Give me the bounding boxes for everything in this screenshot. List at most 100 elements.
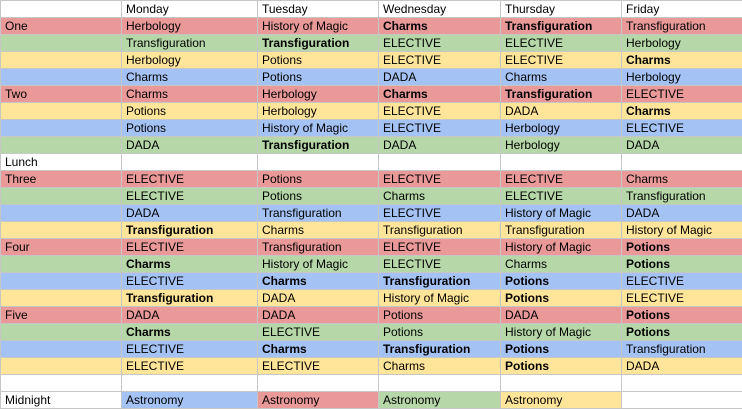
class-cell-friday[interactable]: History of Magic bbox=[621, 221, 742, 239]
class-cell-thursday[interactable]: ELECTIVE bbox=[500, 170, 622, 188]
class-cell-wednesday[interactable]: DADA bbox=[378, 68, 501, 86]
period-label-cell[interactable]: Five bbox=[0, 306, 122, 324]
class-cell-friday[interactable]: Transfiguration bbox=[621, 187, 742, 205]
class-cell-wednesday[interactable]: Charms bbox=[378, 357, 501, 375]
class-cell-tuesday[interactable]: History of Magic bbox=[257, 17, 379, 35]
class-cell-thursday[interactable]: Herbology bbox=[500, 136, 622, 154]
class-cell-monday[interactable]: Charms bbox=[121, 85, 258, 103]
class-cell-friday[interactable]: Herbology bbox=[621, 68, 742, 86]
class-cell-thursday[interactable]: ELECTIVE bbox=[500, 34, 622, 52]
class-cell-thursday[interactable]: History of Magic bbox=[500, 238, 622, 256]
class-cell-thursday[interactable]: ELECTIVE bbox=[500, 51, 622, 69]
class-cell-thursday[interactable] bbox=[500, 153, 622, 171]
period-label-cell[interactable]: Four bbox=[0, 238, 122, 256]
class-cell-friday[interactable]: Potions bbox=[621, 306, 742, 324]
class-cell-tuesday[interactable]: Transfiguration bbox=[257, 238, 379, 256]
period-label-cell[interactable]: Three bbox=[0, 170, 122, 188]
class-cell-tuesday[interactable]: Transfiguration bbox=[257, 34, 379, 52]
class-cell-wednesday[interactable]: Transfiguration bbox=[378, 340, 501, 358]
class-cell-tuesday[interactable]: Charms bbox=[257, 340, 379, 358]
header-wednesday[interactable]: Wednesday bbox=[378, 0, 501, 18]
class-cell-thursday[interactable]: Potions bbox=[500, 340, 622, 358]
class-cell-tuesday[interactable]: DADA bbox=[257, 289, 379, 307]
class-cell-monday[interactable]: Charms bbox=[121, 323, 258, 341]
class-cell-friday[interactable] bbox=[621, 153, 742, 171]
class-cell-monday[interactable]: DADA bbox=[121, 136, 258, 154]
period-label-cell[interactable]: Midnight bbox=[0, 391, 122, 409]
class-cell-wednesday[interactable]: Astronomy bbox=[378, 391, 501, 409]
class-cell-tuesday[interactable]: Herbology bbox=[257, 85, 379, 103]
class-cell-thursday[interactable]: Transfiguration bbox=[500, 17, 622, 35]
class-cell-tuesday[interactable]: ELECTIVE bbox=[257, 323, 379, 341]
class-cell-wednesday[interactable]: Charms bbox=[378, 85, 501, 103]
header-friday[interactable]: Friday bbox=[621, 0, 742, 18]
class-cell-thursday[interactable]: DADA bbox=[500, 306, 622, 324]
period-label-cell[interactable] bbox=[0, 34, 122, 52]
class-cell-friday[interactable]: Charms bbox=[621, 170, 742, 188]
class-cell-wednesday[interactable]: Charms bbox=[378, 187, 501, 205]
class-cell-tuesday[interactable]: Potions bbox=[257, 51, 379, 69]
class-cell-friday[interactable]: Charms bbox=[621, 102, 742, 120]
class-cell-friday[interactable]: ELECTIVE bbox=[621, 85, 742, 103]
class-cell-thursday[interactable]: Potions bbox=[500, 272, 622, 290]
class-cell-wednesday[interactable]: ELECTIVE bbox=[378, 34, 501, 52]
period-label-cell[interactable]: Two bbox=[0, 85, 122, 103]
class-cell-monday[interactable]: Herbology bbox=[121, 51, 258, 69]
class-cell-tuesday[interactable]: ELECTIVE bbox=[257, 357, 379, 375]
class-cell-friday[interactable]: Potions bbox=[621, 323, 742, 341]
period-label-cell[interactable] bbox=[0, 323, 122, 341]
class-cell-friday[interactable]: DADA bbox=[621, 357, 742, 375]
period-label-cell[interactable]: One bbox=[0, 17, 122, 35]
class-cell-tuesday[interactable]: Transfiguration bbox=[257, 204, 379, 222]
class-cell-wednesday[interactable]: Transfiguration bbox=[378, 221, 501, 239]
period-label-cell[interactable] bbox=[0, 221, 122, 239]
class-cell-monday[interactable]: ELECTIVE bbox=[121, 272, 258, 290]
class-cell-tuesday[interactable]: Charms bbox=[257, 272, 379, 290]
class-cell-thursday[interactable]: Charms bbox=[500, 68, 622, 86]
class-cell-monday[interactable]: DADA bbox=[121, 306, 258, 324]
class-cell-thursday[interactable]: Potions bbox=[500, 357, 622, 375]
period-label-cell[interactable] bbox=[0, 204, 122, 222]
class-cell-monday[interactable]: Charms bbox=[121, 255, 258, 273]
period-label-cell[interactable] bbox=[0, 102, 122, 120]
class-cell-tuesday[interactable]: Astronomy bbox=[257, 391, 379, 409]
class-cell-monday[interactable] bbox=[121, 374, 258, 392]
header-corner[interactable] bbox=[0, 0, 122, 18]
class-cell-tuesday[interactable] bbox=[257, 374, 379, 392]
class-cell-thursday[interactable] bbox=[500, 374, 622, 392]
class-cell-monday[interactable]: ELECTIVE bbox=[121, 357, 258, 375]
class-cell-tuesday[interactable]: Charms bbox=[257, 221, 379, 239]
class-cell-thursday[interactable]: Transfiguration bbox=[500, 221, 622, 239]
class-cell-tuesday[interactable]: Potions bbox=[257, 68, 379, 86]
class-cell-monday[interactable]: Charms bbox=[121, 68, 258, 86]
class-cell-friday[interactable]: Transfiguration bbox=[621, 17, 742, 35]
class-cell-friday[interactable]: ELECTIVE bbox=[621, 119, 742, 137]
class-cell-wednesday[interactable]: History of Magic bbox=[378, 289, 501, 307]
period-label-cell[interactable] bbox=[0, 289, 122, 307]
class-cell-monday[interactable]: ELECTIVE bbox=[121, 238, 258, 256]
period-label-cell[interactable]: Lunch bbox=[0, 153, 122, 171]
header-tuesday[interactable]: Tuesday bbox=[257, 0, 379, 18]
class-cell-thursday[interactable]: History of Magic bbox=[500, 323, 622, 341]
class-cell-thursday[interactable]: ELECTIVE bbox=[500, 187, 622, 205]
period-label-cell[interactable] bbox=[0, 51, 122, 69]
period-label-cell[interactable] bbox=[0, 255, 122, 273]
class-cell-tuesday[interactable] bbox=[257, 153, 379, 171]
period-label-cell[interactable] bbox=[0, 374, 122, 392]
class-cell-wednesday[interactable]: ELECTIVE bbox=[378, 119, 501, 137]
class-cell-tuesday[interactable]: Transfiguration bbox=[257, 136, 379, 154]
class-cell-wednesday[interactable]: ELECTIVE bbox=[378, 170, 501, 188]
class-cell-monday[interactable]: ELECTIVE bbox=[121, 170, 258, 188]
class-cell-wednesday[interactable] bbox=[378, 153, 501, 171]
class-cell-thursday[interactable]: DADA bbox=[500, 102, 622, 120]
class-cell-wednesday[interactable]: ELECTIVE bbox=[378, 51, 501, 69]
class-cell-wednesday[interactable]: ELECTIVE bbox=[378, 255, 501, 273]
class-cell-friday[interactable]: Transfiguration bbox=[621, 340, 742, 358]
class-cell-wednesday[interactable]: ELECTIVE bbox=[378, 204, 501, 222]
class-cell-thursday[interactable]: Astronomy bbox=[500, 391, 622, 409]
class-cell-monday[interactable]: DADA bbox=[121, 204, 258, 222]
period-label-cell[interactable] bbox=[0, 68, 122, 86]
class-cell-wednesday[interactable]: Charms bbox=[378, 17, 501, 35]
class-cell-monday[interactable]: Astronomy bbox=[121, 391, 258, 409]
class-cell-friday[interactable]: ELECTIVE bbox=[621, 289, 742, 307]
